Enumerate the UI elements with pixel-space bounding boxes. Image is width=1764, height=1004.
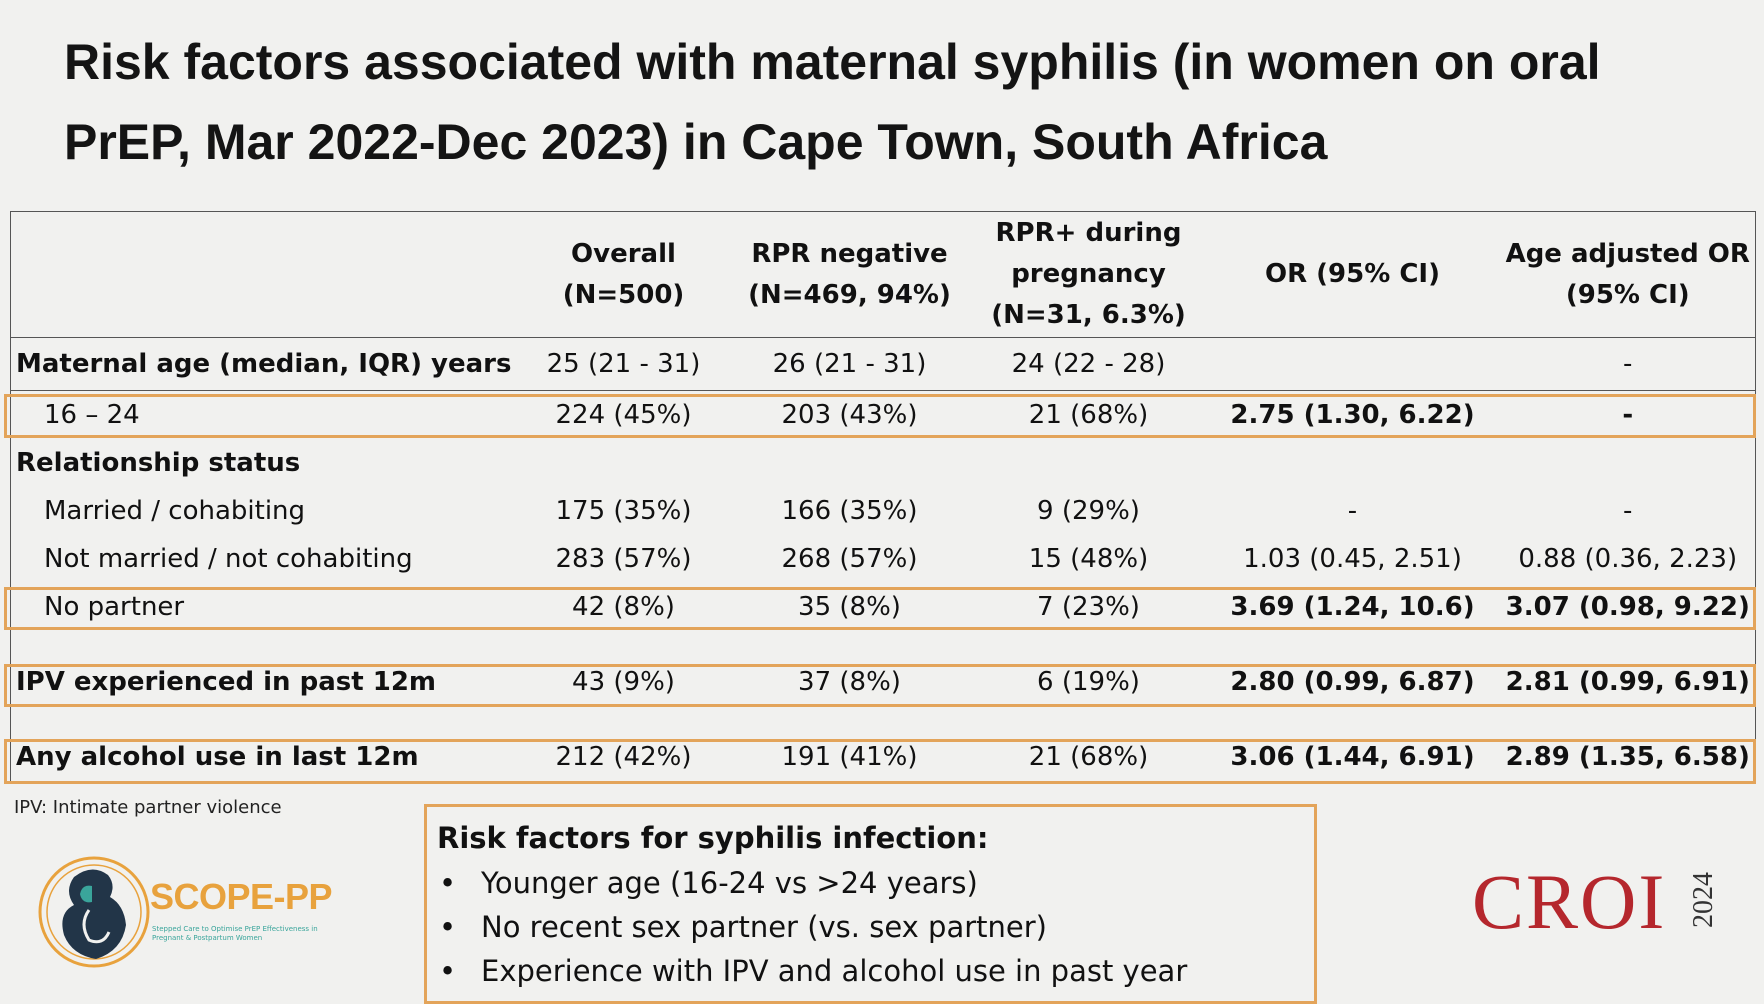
cell-aor: - [1500,337,1756,391]
table-row-alcohol: Any alcohol use in last 12m 212 (42%) 19… [10,733,1756,782]
row-label: Married / cohabiting [10,487,521,535]
cell-rpr-positive: 21 (68%) [1028,400,1149,430]
header-aor-text: Age adjusted OR (95% CI) [1505,238,1750,310]
summary-list: • Younger age (16-24 vs >24 years) • No re… [437,861,1304,993]
summary-heading: Risk factors for syphilis infection: [437,821,989,855]
scope-pp-tagline: Stepped Care to Optimise PrEP Effectiven… [152,925,318,942]
risk-factor-table: Overall (N=500) RPR negative (N=469, 94%… [10,211,1756,782]
cell-or: 2.75 (1.30, 6.22) [1230,400,1475,430]
cell-overall: 212 (42%) [520,733,727,782]
header-rpr-positive: RPR+ during pregnancy (N=31, 6.3%) [972,211,1205,338]
cell-rpr-positive: 9 (29%) [1037,496,1140,526]
croi-logo-year: 2024 [1688,872,1719,928]
bullet-icon: • [439,910,457,944]
header-label-col [10,211,521,338]
slide-title: Risk factors associated with maternal sy… [64,34,1601,170]
bullet-icon: • [439,866,457,900]
table-row-married: Married / cohabiting 175 (35%) 166 (35%)… [10,487,1756,535]
table-row-ipv: IPV experienced in past 12m 43 (9%) 37 (… [10,658,1756,706]
cell-or: 1.03 (0.45, 2.51) [1243,544,1462,574]
cell-overall: 25 (21 - 31) [520,337,727,391]
table-row-maternal-age: Maternal age (median, IQR) years 25 (21 … [10,337,1756,391]
header-rpr-negative-text: RPR negative (N=469, 94%) [748,238,951,310]
cell-rpr-positive: 15 (48%) [1028,544,1149,574]
cell-or: 3.69 (1.24, 10.6) [1230,592,1475,622]
cell-rpr-negative: 26 (21 - 31) [726,337,973,391]
row-label: Any alcohol use in last 12m [10,733,521,782]
table-row-relationship-status: Relationship status [10,439,1756,487]
header-rpr-negative: RPR negative (N=469, 94%) [726,211,973,338]
cell-overall: 175 (35%) [555,496,692,526]
cell-aor: - [1500,487,1756,535]
header-overall-text: Overall (N=500) [562,238,685,310]
cell-rpr-positive: 6 (19%) [1037,667,1140,697]
cell-or: - [1347,496,1358,526]
cell-aor: 2.81 (0.99, 6.91) [1500,658,1756,706]
cell-overall: 283 (57%) [555,544,692,574]
table-row-no-partner: No partner 42 (8%) 35 (8%) 7 (23%) 3.69 … [10,583,1756,631]
table-row-age-16-24: 16 – 24 224 (45%) 203 (43%) 21 (68%) 2.7… [10,390,1756,439]
summary-item: • Experience with IPV and alcohol use in … [437,949,1304,993]
cell-rpr-negative: 191 (41%) [726,733,973,782]
cell-aor: - [1500,390,1756,439]
row-label: 16 – 24 [10,390,521,439]
bullet-icon: • [439,954,457,988]
scope-pp-logo-text: SCOPE-PP [150,876,333,917]
summary-item: • Younger age (16-24 vs >24 years) [437,861,1304,905]
header-rpr-positive-text: RPR+ during pregnancy (N=31, 6.3%) [991,218,1186,330]
cell-rpr-negative: 203 (43%) [781,400,918,430]
cell-aor: 2.89 (1.35, 6.58) [1500,733,1756,782]
cell-rpr-negative: 166 (35%) [781,496,918,526]
cell-or: 2.80 (0.99, 6.87) [1230,667,1475,697]
header-aor: Age adjusted OR (95% CI) [1500,211,1756,338]
croi-logo-text: CROI [1472,858,1667,945]
table-spacer-row [10,706,1756,733]
cell-rpr-negative: 35 (8%) [798,592,901,622]
row-label: No partner [10,583,521,631]
cell-rpr-positive: 7 (23%) [1037,592,1140,622]
header-overall: Overall (N=500) [520,211,727,338]
cell-overall: 224 (45%) [555,400,692,430]
header-or-text: OR (95% CI) [1265,259,1440,289]
cell-aor: 0.88 (0.36, 2.23) [1500,535,1756,583]
summary-item-text: Younger age (16-24 vs >24 years) [481,866,978,900]
cell-or [1204,337,1501,391]
cell-or: 3.06 (1.44, 6.91) [1204,733,1501,782]
cell-rpr-positive: 24 (22 - 28) [972,337,1205,391]
table-header-row: Overall (N=500) RPR negative (N=469, 94%… [10,211,1756,338]
cell-overall: 43 (9%) [572,667,675,697]
cell-rpr-negative: 37 (8%) [798,667,901,697]
summary-item-text: No recent sex partner (vs. sex partner) [481,910,1047,944]
cell-overall: 42 (8%) [572,592,675,622]
table-row-not-married: Not married / not cohabiting 283 (57%) 2… [10,535,1756,583]
table-spacer-row [10,631,1756,658]
row-label: Maternal age (median, IQR) years [10,337,521,391]
scope-pp-logo-icon [38,856,150,968]
summary-box: Risk factors for syphilis infection: • Yo… [424,804,1317,1004]
summary-item: • No recent sex partner (vs. sex partner) [437,905,1304,949]
cell-aor: 3.07 (0.98, 9.22) [1500,583,1756,631]
header-or: OR (95% CI) [1204,211,1501,338]
row-label: IPV experienced in past 12m [10,658,521,706]
cell-rpr-positive: 21 (68%) [972,733,1205,782]
row-label: Not married / not cohabiting [10,535,521,583]
cell-rpr-negative: 268 (57%) [781,544,918,574]
footnote: IPV: Intimate partner violence [14,797,282,818]
row-label: Relationship status [10,439,521,487]
summary-item-text: Experience with IPV and alcohol use in p… [481,954,1188,988]
